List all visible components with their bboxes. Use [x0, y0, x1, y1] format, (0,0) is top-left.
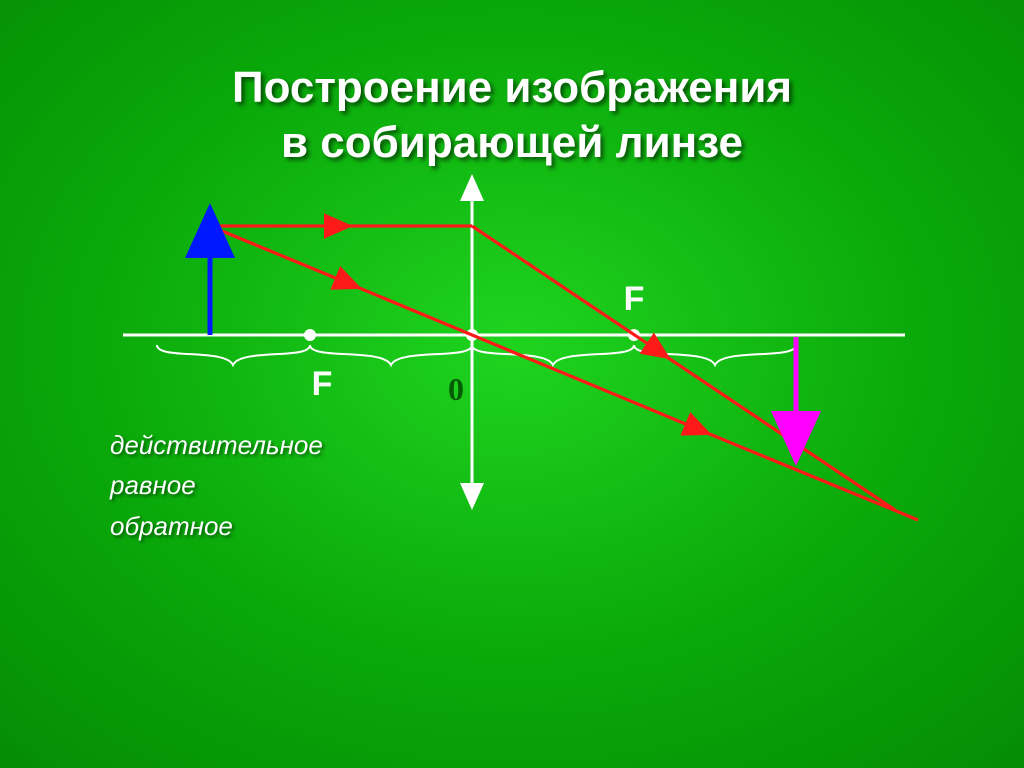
label-focus-right: F	[624, 280, 645, 318]
focal-point-left	[304, 329, 316, 341]
focal-braces	[157, 345, 796, 365]
label-origin: 0	[448, 371, 464, 407]
optics-diagram: F F 0	[0, 0, 1024, 768]
label-focus-left: F	[312, 365, 333, 403]
